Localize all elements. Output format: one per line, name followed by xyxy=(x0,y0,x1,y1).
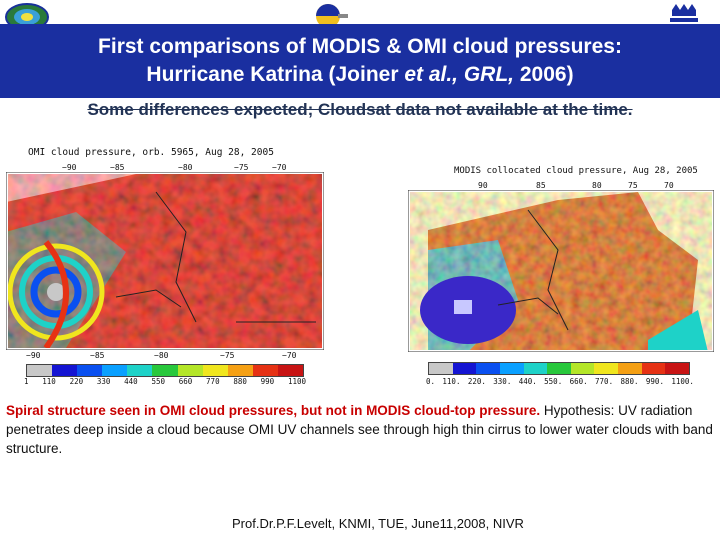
colorbar-swatch xyxy=(177,365,203,376)
left-bottom-tick: −90 xyxy=(26,351,41,360)
colorbar-swatch xyxy=(27,365,53,376)
right-top-tick: 90 xyxy=(478,181,488,190)
left-bottom-tick: −85 xyxy=(90,351,105,360)
left-bottom-tick: −70 xyxy=(282,351,297,360)
colorbar-swatch xyxy=(570,363,595,374)
colorbar-swatch xyxy=(252,365,278,376)
colorbar-tick-label: 990 xyxy=(260,377,275,386)
title-banner: First comparisons of MODIS & OMI cloud p… xyxy=(0,24,720,98)
title-line-2-suffix: 2006) xyxy=(514,63,574,86)
colorbar-swatch xyxy=(594,363,619,374)
colorbar-tick-label: 110. xyxy=(442,377,461,386)
left-map-label: OMI cloud pressure, orb. 5965, Aug 28, 2… xyxy=(28,147,274,158)
colorbar-tick-label: 550. xyxy=(544,377,563,386)
colorbar-swatch xyxy=(227,365,253,376)
left-bottom-tick: −75 xyxy=(220,351,235,360)
colorbar-tick-label: 1 xyxy=(24,377,29,386)
right-map-label: MODIS collocated cloud pressure, Aug 28,… xyxy=(454,166,698,176)
left-top-tick: −85 xyxy=(110,163,125,172)
colorbar-tick-label: 330. xyxy=(493,377,512,386)
colorbar-tick-label: 770. xyxy=(595,377,614,386)
right-top-tick: 80 xyxy=(592,181,602,190)
left-colorbar-labels: 1 110 220 330 440 550 660 770 880 990 1100 xyxy=(24,377,306,386)
caption-body: Hypothesis: UV radiation penetrates deep… xyxy=(6,403,713,456)
left-top-tick: −75 xyxy=(234,163,249,172)
colorbar-swatch xyxy=(127,365,153,376)
colorbar-tick-label: 1100 xyxy=(287,377,306,386)
colorbar-tick-label: 440 xyxy=(124,377,138,386)
colorbar-tick-label: 880 xyxy=(233,377,247,386)
colorbar-swatch xyxy=(202,365,228,376)
left-top-tick: −70 xyxy=(272,163,287,172)
caption-highlight: Spiral structure seen in OMI cloud press… xyxy=(6,403,541,418)
colorbar-swatch xyxy=(52,365,78,376)
colorbar-tick-label: 660. xyxy=(569,377,588,386)
colorbar-tick-label: 880. xyxy=(620,377,639,386)
right-top-tick: 70 xyxy=(664,181,674,190)
title-line-2-prefix: Hurricane Katrina (Joiner xyxy=(146,63,405,86)
colorbar-swatch xyxy=(277,365,304,376)
colorbar-swatch xyxy=(499,363,524,374)
colorbar-tick-label: 220 xyxy=(69,377,84,386)
satellite-logo xyxy=(316,4,348,28)
colorbar-tick-label: 440. xyxy=(518,377,537,386)
omi-logo xyxy=(5,3,49,31)
colorbar-swatch xyxy=(429,363,453,374)
colorbar-swatch xyxy=(547,363,571,374)
colorbar-tick-label: 110 xyxy=(42,377,56,386)
colorbar-tick-label: 0. xyxy=(426,377,436,386)
colorbar-tick-label: 990. xyxy=(645,377,664,386)
left-top-tick: −80 xyxy=(178,163,193,172)
colorbar-swatch xyxy=(641,363,666,374)
colorbar-tick-label: 550 xyxy=(151,377,165,386)
right-colorbar xyxy=(428,362,690,375)
colorbar-tick-label: 220. xyxy=(467,377,486,386)
colorbar-swatch xyxy=(665,363,690,374)
right-colorbar-labels: 0. 110. 220. 330. 440. 550. 660. 770. 880. 990. 11… xyxy=(426,377,694,386)
right-top-tick: 75 xyxy=(628,181,638,190)
subtitle: Some differences expected; Cloudsat data… xyxy=(87,100,633,119)
left-top-tick: −90 xyxy=(62,163,77,172)
left-bottom-tick: −80 xyxy=(154,351,169,360)
caption: Spiral structure seen in OMI cloud press… xyxy=(6,401,716,458)
knmi-logo xyxy=(670,4,698,22)
left-colorbar xyxy=(26,364,304,377)
colorbar-swatch xyxy=(452,363,477,374)
title-line-1: First comparisons of MODIS & OMI cloud p… xyxy=(98,35,622,58)
title-line-2-italic: et al., GRL, xyxy=(404,63,515,86)
right-top-tick: 85 xyxy=(536,181,546,190)
colorbar-tick-label: 770 xyxy=(206,377,220,386)
colorbar-tick-label: 1100. xyxy=(671,377,694,386)
title-line-2: Hurricane Katrina (Joiner et al., GRL, 2… xyxy=(146,61,573,89)
colorbar-tick-label: 330 xyxy=(96,377,111,386)
colorbar-swatch xyxy=(618,363,642,374)
left-map-omi-cloud-pressure xyxy=(6,172,324,350)
colorbar-swatch xyxy=(523,363,548,374)
colorbar-swatch xyxy=(102,365,128,376)
footer-credit: Prof.Dr.P.F.Levelt, KNMI, TUE, June11,20… xyxy=(232,516,524,531)
right-map-modis-cloud-pressure xyxy=(408,190,714,352)
colorbar-swatch xyxy=(152,365,178,376)
colorbar-swatch xyxy=(77,365,103,376)
colorbar-tick-label: 660 xyxy=(178,377,193,386)
colorbar-swatch xyxy=(476,363,500,374)
